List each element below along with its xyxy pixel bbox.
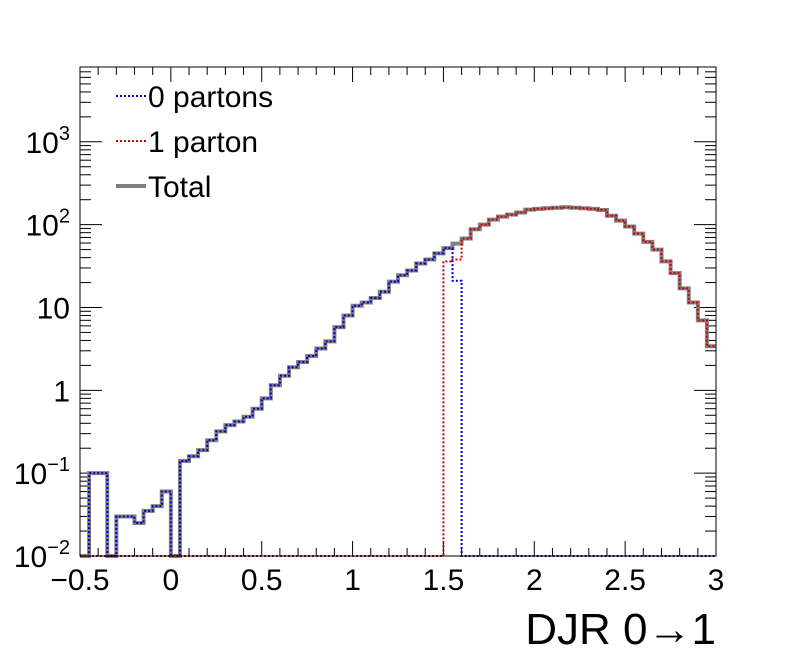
x-tick-label: 1	[344, 564, 361, 597]
x-axis-label: DJR 0→1	[525, 605, 716, 654]
y-tick-label: 10−2	[14, 537, 70, 574]
x-tick-label: 3	[708, 564, 725, 597]
x-tick-label: 2.5	[604, 564, 646, 597]
x-tick-labels: −0.5 0 0.5 1 1.5 2 2.5 3	[50, 564, 724, 597]
y-tick-label: 102	[26, 206, 71, 243]
y-tick-label: 10−1	[14, 454, 70, 491]
plot-frame	[79, 66, 717, 557]
x-tick-label: 0.5	[241, 564, 283, 597]
x-tick-label: −0.5	[50, 564, 109, 597]
y-tick-label: 103	[26, 123, 71, 160]
series-line-1-parton	[80, 206, 716, 557]
x-tick-label: 0	[163, 564, 180, 597]
x-tick-label: 1.5	[423, 564, 465, 597]
y-tick-label: 1	[53, 375, 70, 408]
legend-label: 0 partons	[148, 81, 273, 114]
y-tick-labels: 10−2 10−1 1 10 102 103	[14, 123, 70, 574]
y-tick-label: 10	[37, 292, 70, 325]
x-tick-label: 2	[526, 564, 543, 597]
legend-label: 1 parton	[148, 126, 258, 159]
legend: 0 partons 1 parton Total	[116, 81, 273, 204]
legend-label: Total	[148, 171, 211, 204]
